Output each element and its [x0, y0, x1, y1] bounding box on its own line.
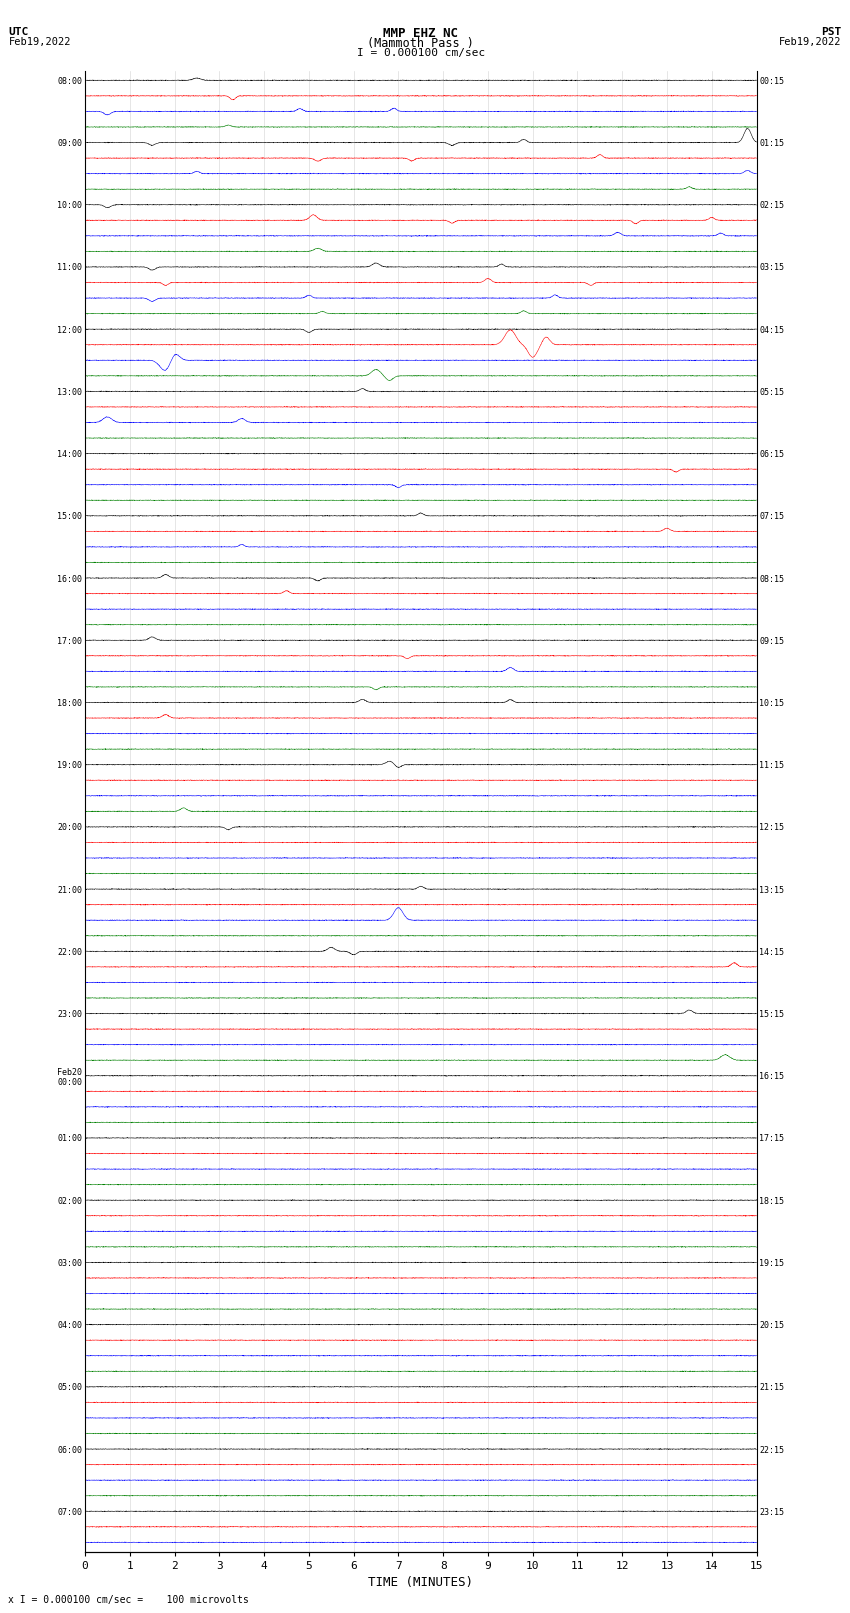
Text: (Mammoth Pass ): (Mammoth Pass ): [367, 37, 474, 50]
Text: PST: PST: [821, 27, 842, 37]
Text: Feb19,2022: Feb19,2022: [779, 37, 842, 47]
Text: I = 0.000100 cm/sec: I = 0.000100 cm/sec: [357, 48, 484, 58]
X-axis label: TIME (MINUTES): TIME (MINUTES): [368, 1576, 473, 1589]
Text: UTC: UTC: [8, 27, 29, 37]
Text: Feb19,2022: Feb19,2022: [8, 37, 71, 47]
Text: x I = 0.000100 cm/sec =    100 microvolts: x I = 0.000100 cm/sec = 100 microvolts: [8, 1595, 249, 1605]
Text: MMP EHZ NC: MMP EHZ NC: [383, 27, 458, 40]
